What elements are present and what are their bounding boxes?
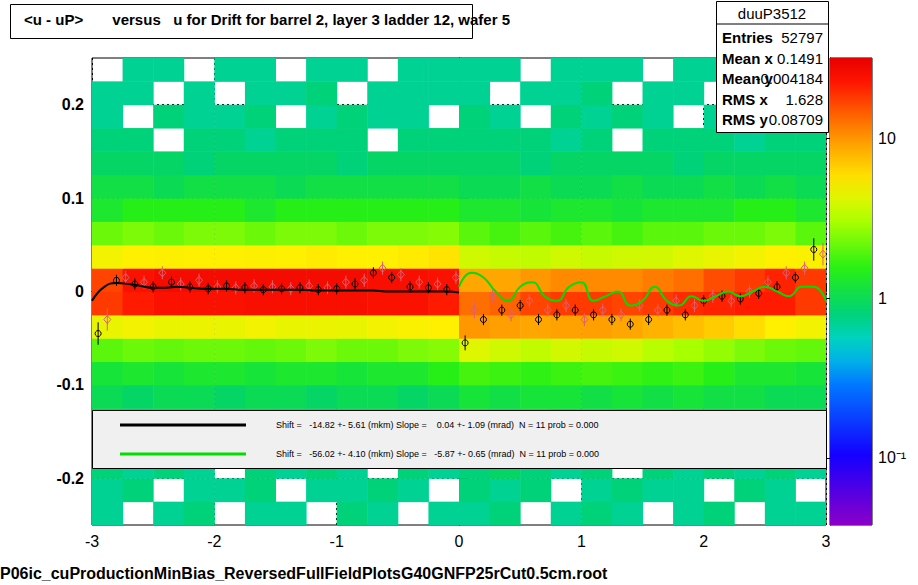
svg-text:1: 1	[577, 533, 586, 550]
svg-text:-2: -2	[207, 533, 221, 550]
svg-text:Mean y: Mean y	[722, 70, 773, 87]
svg-text:RMS x: RMS x	[722, 91, 769, 108]
svg-text:Entries: Entries	[722, 29, 773, 46]
svg-text:0.2: 0.2	[62, 96, 84, 113]
svg-text:-0.1: -0.1	[56, 376, 84, 393]
svg-text:RMS y: RMS y	[722, 111, 769, 128]
svg-text:52797: 52797	[781, 29, 823, 46]
svg-text:-0.2: -0.2	[56, 470, 84, 487]
svg-text:Shift = -14.82 +- 5.61 (mkm): Shift = -14.82 +- 5.61 (mkm) Slope = 0.0…	[276, 420, 599, 430]
svg-text:P06ic_cuProductionMinBias_Reve: P06ic_cuProductionMinBias_ReversedFullFi…	[0, 565, 608, 582]
svg-text:10⁻¹: 10⁻¹	[878, 449, 906, 466]
svg-text:duuP3512: duuP3512	[738, 5, 806, 22]
svg-text:0.1: 0.1	[62, 190, 84, 207]
svg-text:-1: -1	[330, 533, 344, 550]
svg-text:-0.004184: -0.004184	[755, 70, 823, 87]
svg-text:Mean x: Mean x	[722, 50, 774, 67]
svg-text:1.628: 1.628	[785, 91, 823, 108]
svg-text:-3: -3	[85, 533, 99, 550]
svg-text:0.1491: 0.1491	[777, 50, 823, 67]
svg-text:0: 0	[75, 283, 84, 300]
svg-text:<u - uP> versus u for: <u - uP> versus u for Drift for barrel 2…	[24, 11, 510, 28]
svg-text:10: 10	[878, 130, 896, 147]
svg-text:2: 2	[699, 533, 708, 550]
svg-text:Shift = -56.02 +- 4.10 (mkm): Shift = -56.02 +- 4.10 (mkm) Slope = -5.…	[276, 449, 599, 459]
svg-text:1: 1	[878, 290, 887, 307]
svg-text:3: 3	[822, 533, 831, 550]
svg-text:0.08709: 0.08709	[769, 111, 823, 128]
svg-text:0: 0	[455, 533, 464, 550]
